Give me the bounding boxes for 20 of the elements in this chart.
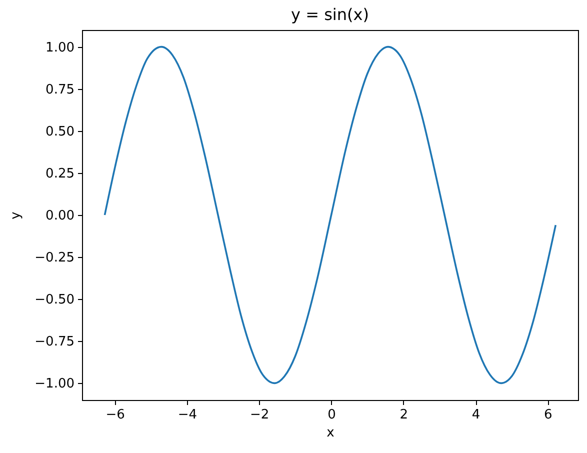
x-tick-label: 2: [400, 408, 408, 422]
y-tick-label: −0.75: [34, 334, 74, 350]
y-tick-label: −1.00: [34, 376, 74, 392]
x-tick-label: 4: [472, 408, 480, 422]
y-tick-label: 1.00: [46, 40, 74, 56]
x-tick-label: −4: [178, 408, 198, 422]
x-tick-label: 0: [328, 408, 336, 422]
x-tick-label: 6: [544, 408, 552, 422]
y-tick-label: 0.75: [46, 82, 74, 98]
x-tick-label: −6: [106, 408, 125, 422]
y-tick-label: −0.25: [34, 250, 74, 266]
y-axis-title: y: [8, 211, 24, 220]
y-tick-label: −0.50: [34, 292, 74, 308]
y-tick-label: 0.25: [46, 166, 74, 182]
chart-title: y = sin(x): [291, 5, 369, 24]
y-tick-label: 0.00: [46, 208, 74, 224]
x-tick-label: −2: [250, 408, 270, 422]
x-axis-title: x: [326, 426, 335, 440]
y-tick-label: 0.50: [46, 124, 74, 140]
line-series: [104, 46, 557, 384]
